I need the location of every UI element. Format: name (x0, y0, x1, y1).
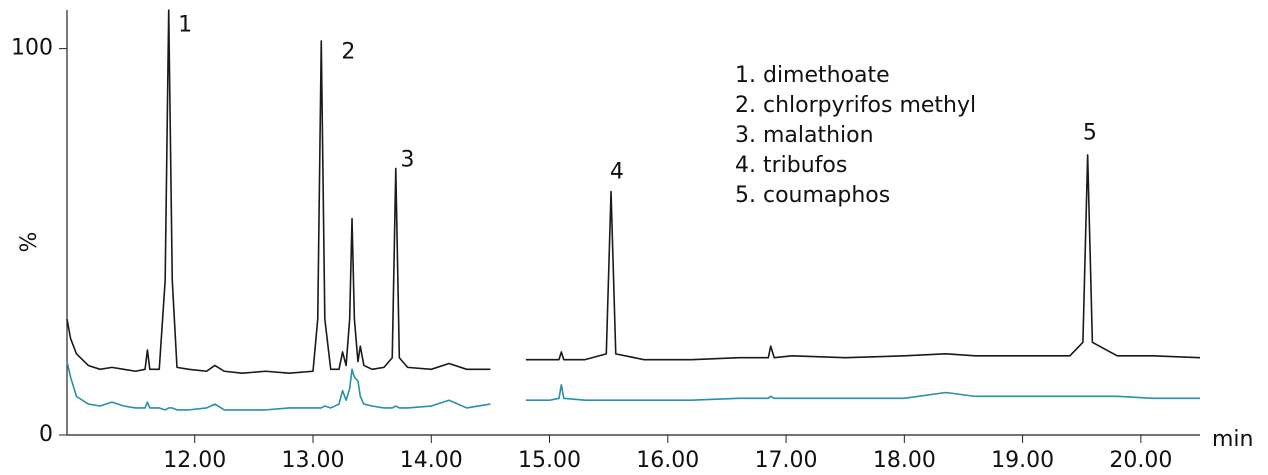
x-tick-label: 20.00 (1109, 448, 1172, 473)
peak-label: 4 (610, 159, 624, 184)
peak-label: 3 (401, 148, 415, 173)
compound-label: 5. coumaphos (735, 183, 890, 208)
x-tick-label: 17.00 (755, 448, 818, 473)
x-tick-label: 19.00 (991, 448, 1054, 473)
x-axis-label: min (1212, 427, 1254, 452)
x-tick-label: 12.00 (163, 448, 226, 473)
y-axis-label: % (17, 232, 42, 253)
compound-label: 3. malathion (735, 123, 874, 148)
trace (66, 9, 1201, 374)
compound-label: 1. dimethoate (735, 63, 890, 88)
x-tick-label: 15.00 (518, 448, 581, 473)
y-tick-label: 100 (11, 36, 53, 61)
peak-label: 1 (178, 12, 192, 37)
trace (66, 361, 1200, 411)
x-tick-label: 13.00 (282, 448, 345, 473)
peak-label: 2 (341, 40, 355, 65)
x-tick-label: 16.00 (636, 448, 699, 473)
x-tick-label: 14.00 (400, 448, 463, 473)
peak-label: 5 (1083, 121, 1097, 146)
compound-label: 4. tribufos (735, 153, 847, 178)
compound-label: 2. chlorpyrifos methyl (735, 93, 976, 118)
x-tick-label: 18.00 (873, 448, 936, 473)
y-tick-label: 0 (39, 422, 53, 447)
